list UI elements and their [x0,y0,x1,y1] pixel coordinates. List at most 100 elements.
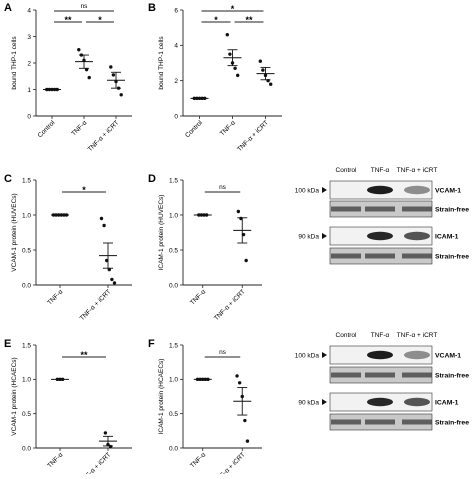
data-point [112,281,117,285]
loading-band [365,419,395,425]
blot-row-label: VCAM-1 [435,187,461,194]
panel-letter: A [4,2,12,14]
data-point [269,82,273,86]
x-tick-label: Control [37,119,57,139]
blot-row-label: Strain-free [435,372,469,379]
blot-row-label: ICAM-1 [435,399,459,406]
significance-label: ** [64,15,72,25]
loading-band [402,372,432,378]
panel-letter: B [148,2,156,14]
y-tick-label: 0 [174,113,178,120]
kda-marker: 90 kDa [298,399,319,406]
lane-header: TNF-α [371,332,390,339]
blot-row-label: ICAM-1 [435,233,459,240]
panel-b: B 0 2 4 6 bound THP-1 cells Control TNF-α TNF-α … [148,2,282,153]
loading-band [402,419,432,425]
data-point [77,48,81,52]
data-point [110,277,114,282]
y-tick-label: 0.5 [169,411,178,418]
panel-f: F 0.0 0.5 1.0 1.5 ICAM-1 protein (HCAECs) TNF-… [148,338,262,479]
x-tick-label: TNF-α [189,288,207,306]
x-tick-label: Control [184,119,204,139]
x-tick-label: TNF-α [46,288,64,306]
y-tick-label: 1.5 [169,342,178,349]
loading-band [331,419,361,425]
data-point [241,232,246,237]
panel-d: D 0.0 0.5 1.0 1.5 ICAM-1 protein (HUVECs) TNF-… [148,173,262,322]
x-tick-label: TNF-α + iCRT [236,119,270,153]
protein-band [367,397,393,407]
significance-label: * [214,15,218,25]
data-point [245,439,250,443]
blot-row-label: Strain-free [435,419,469,426]
protein-band [404,185,430,195]
y-tick-label: 0.0 [22,445,31,452]
data-point [225,33,229,37]
significance-label: * [231,4,235,14]
data-point [111,73,116,77]
x-tick-label: TNF-α [219,119,237,137]
lane-header: Control [336,167,358,174]
panel-letter: F [148,338,155,350]
western-blot-top: Control TNF-α TNF-α + iCRT 100 kDa VCAM-1 Str… [295,167,469,265]
y-axis-label: bound THP-1 cells [158,36,165,90]
significance-label: ns [81,3,89,10]
western-blot-bottom: Control TNF-α TNF-α + iCRT 100 kDa VCAM-1 Str… [295,332,469,431]
y-tick-label: 0.5 [22,247,31,254]
y-tick-label: 2 [27,60,31,67]
loading-band [365,206,395,212]
arrow-icon [322,187,327,193]
panel-letter: D [148,173,156,185]
lane-header: TNF-α + iCRT [397,167,438,174]
data-point [107,267,112,272]
data-point [87,75,91,80]
y-tick-label: 1.5 [22,177,31,184]
y-tick-label: 2 [174,78,178,85]
data-point [119,93,123,97]
kda-marker: 100 kDa [295,352,320,359]
data-point [235,374,239,378]
lane-header: TNF-α [371,167,390,174]
y-tick-label: 1 [27,87,31,94]
panel-a: A 0 1 2 3 4 bound THP-1 cells Control TNF-αTNF-α… [4,2,132,153]
y-tick-label: 4 [174,43,178,50]
panel-c: C 0.0 0.5 1.0 1.5 VCAM-1 protein (HUVECs) TNF-… [4,173,132,322]
data-point [244,258,248,263]
x-tick-label: TNF-α + iCRT [213,451,247,474]
data-point [102,223,106,228]
x-tick-label: TNF-α [189,451,207,469]
significance-label: ** [245,15,253,25]
y-axis-label: VCAM-1 protein (HUVECs) [11,193,18,271]
y-tick-label: 1.0 [169,212,178,219]
loading-band [365,372,395,378]
protein-band [404,397,430,407]
y-tick-label: 1.0 [22,212,31,219]
panel-letter: E [4,338,11,350]
y-tick-label: 3 [27,34,31,41]
data-point [84,67,89,72]
y-tick-label: 0.5 [22,411,31,418]
protein-band [404,350,430,360]
data-point [258,59,262,63]
significance-label: ns [219,349,227,356]
kda-marker: 90 kDa [298,233,319,240]
y-tick-label: 6 [174,7,178,14]
data-point [103,431,108,435]
lane-header: TNF-α + iCRT [397,332,438,339]
data-point [261,68,265,72]
x-tick-label: TNF-α + iCRT [87,119,121,153]
y-tick-label: 4 [27,7,31,14]
y-axis-label: ICAM-1 protein (HUVECs) [158,195,165,271]
protein-band [404,231,430,241]
significance-label: * [82,185,86,195]
data-point [109,65,113,69]
y-tick-label: 0.0 [22,282,31,289]
kda-marker: 100 kDa [295,187,320,194]
significance-label: * [98,15,102,25]
y-tick-label: 0.0 [169,282,178,289]
loading-band [331,206,361,212]
y-tick-label: 1.0 [22,377,31,384]
blot-row-label: VCAM-1 [435,352,461,359]
blot-row-label: Strain-free [435,253,469,260]
arrow-icon [322,399,327,405]
